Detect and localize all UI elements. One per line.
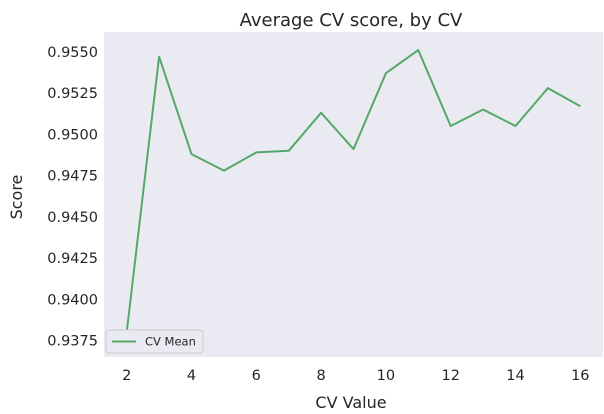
y-tick-label: 0.9375: [47, 334, 98, 350]
x-tick-label: 14: [506, 368, 524, 384]
x-tick-label: 4: [187, 368, 196, 384]
chart-title: Average CV score, by CV: [240, 10, 463, 31]
x-tick-label: 12: [441, 368, 459, 384]
y-tick-labels: 0.9375 0.9400 0.9425 0.9450 0.9475 0.9500 0.95…: [47, 45, 98, 350]
series-line-cv-mean: [125, 49, 581, 333]
y-tick-label: 0.9425: [47, 251, 98, 267]
x-tick-label: 2: [122, 368, 131, 384]
plot-area: [104, 32, 603, 357]
y-tick-label: 0.9450: [47, 210, 98, 226]
x-axis-label: CV Value: [315, 393, 386, 412]
x-tick-label: 8: [316, 368, 325, 384]
y-tick-label: 0.9550: [47, 45, 98, 61]
x-tick-label: 6: [252, 368, 261, 384]
y-tick-label: 0.9400: [47, 292, 98, 308]
legend-label-cv-mean: CV Mean: [145, 335, 196, 349]
x-tick-label: 16: [571, 368, 589, 384]
y-tick-label: 0.9500: [47, 127, 98, 143]
x-tick-label: 10: [377, 368, 395, 384]
y-tick-label: 0.9475: [47, 169, 98, 185]
y-axis-label: Score: [7, 175, 26, 220]
x-tick-labels: 2 4 6 8 10 12 14 16: [122, 368, 589, 384]
series-layer: [125, 49, 581, 333]
y-tick-label: 0.9525: [47, 86, 98, 102]
legend-box: [105, 329, 204, 354]
legend: CV Mean: [105, 329, 204, 354]
